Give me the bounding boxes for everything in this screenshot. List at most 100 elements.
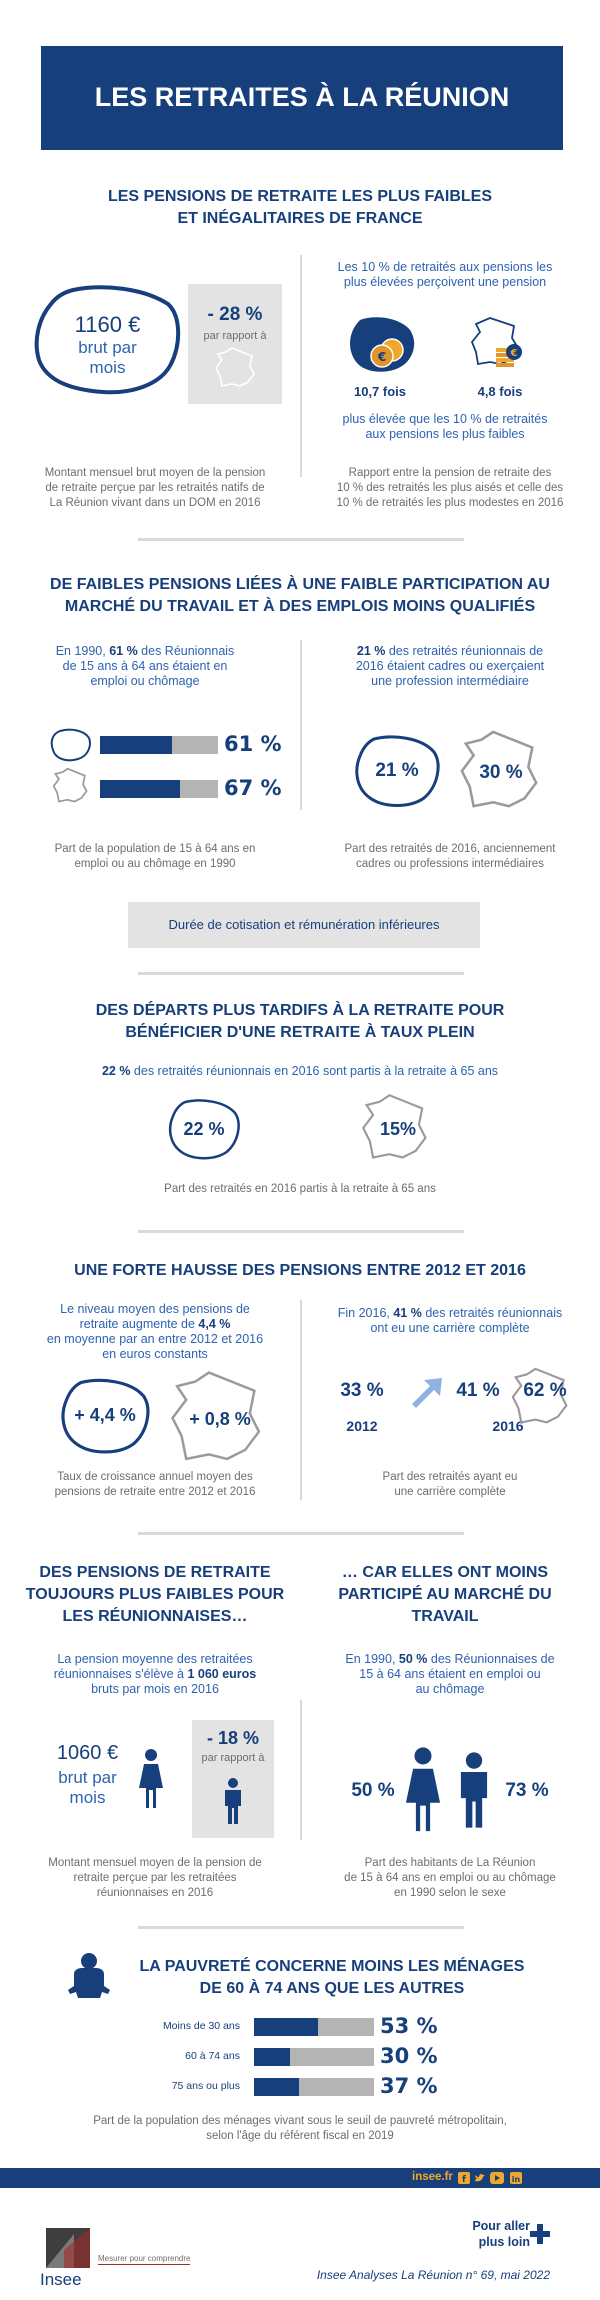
s4-left-intro: Le niveau moyen des pensions de retraite… xyxy=(46,1302,264,1361)
val-2012: 33 % xyxy=(340,1380,384,1401)
section-separator xyxy=(138,972,464,975)
val-2016: 41 % xyxy=(456,1380,500,1401)
year-2012: 2012 xyxy=(346,1418,378,1434)
reunion-map-icon xyxy=(355,735,440,807)
s1-right-after: plus élevée que les 10 % de retraités au… xyxy=(342,412,548,441)
france-map-icon xyxy=(171,1371,261,1461)
reunion-coins-icon: € xyxy=(350,317,415,372)
poverty-bar xyxy=(254,2018,318,2036)
row-value: 30 % xyxy=(380,2044,438,2068)
val-france-carriere: 62 % xyxy=(523,1380,567,1401)
bar-reunion-label: 61 % xyxy=(224,732,282,756)
poverty-row: Moins de 30 ans 53 % xyxy=(0,2014,600,2040)
pct-men-emploi: 73 % xyxy=(505,1780,549,1801)
row-value: 53 % xyxy=(380,2014,438,2038)
ratio-france: 4,8 fois xyxy=(477,384,523,399)
growth-france: + 0,8 % xyxy=(189,1409,251,1429)
poverty-bar xyxy=(254,2078,299,2096)
amount-sub-2: mois xyxy=(89,358,126,377)
woman-icon xyxy=(139,1749,163,1808)
bar-france-1990-rest xyxy=(180,780,218,798)
s6-caption: Part de la population des ménages vivant… xyxy=(93,2115,507,2142)
france-coins-icon: € xyxy=(470,317,522,367)
svg-text:€: € xyxy=(510,348,518,359)
diff-value: - 28 % xyxy=(207,304,263,325)
s1-caption-left: Montant mensuel brut moyen de la pension… xyxy=(44,467,266,509)
france-map-icon xyxy=(362,1094,427,1159)
diff-box: - 28 % par rapport à xyxy=(188,284,282,404)
arrow-up-icon xyxy=(412,1378,442,1408)
svg-text:in: in xyxy=(512,2175,521,2184)
s2-caption-right: Part des retraités de 2016, anciennement… xyxy=(344,843,556,870)
man-icon xyxy=(225,1778,241,1824)
s2-caption-left: Part de la population de 15 à 64 ans en … xyxy=(54,843,256,870)
bar-reunion-1990-rest xyxy=(172,736,218,754)
poverty-bar-rest xyxy=(299,2078,374,2096)
summary-box: Durée de cotisation et rémunération infé… xyxy=(128,902,480,948)
pct-women-emploi: 50 % xyxy=(351,1780,395,1801)
poverty-bar xyxy=(254,2048,290,2066)
year-2016: 2016 xyxy=(492,1418,524,1434)
summary-text: Durée de cotisation et rémunération infé… xyxy=(168,917,440,932)
insee-logo xyxy=(46,2228,90,2268)
svg-text:f: f xyxy=(462,2175,466,2184)
growth-reunion: + 4,4 % xyxy=(74,1405,136,1425)
facebook-icon[interactable]: f xyxy=(458,2172,470,2184)
bar-reunion-1990 xyxy=(100,736,172,754)
poverty-chart: Moins de 30 ans 53 % 60 à 74 ans 30 % 75… xyxy=(0,2014,600,2114)
diff-women-sub: par rapport à xyxy=(201,1752,265,1764)
france-map-icon xyxy=(460,730,538,808)
twitter-icon[interactable] xyxy=(474,2172,486,2184)
plus-icon[interactable] xyxy=(530,2224,550,2244)
poverty-row: 60 à 74 ans 30 % xyxy=(0,2044,600,2070)
s5-caption-left: Montant mensuel moyen de la pension de r… xyxy=(48,1857,262,1899)
page-title: LES RETRAITES À LA RÉUNION xyxy=(94,82,510,112)
divider xyxy=(300,640,302,810)
divider xyxy=(300,255,302,477)
site-link[interactable]: insee.fr xyxy=(412,2171,453,2183)
reunion-map-icon xyxy=(61,1378,150,1454)
amount-value: 1160 € xyxy=(74,312,141,337)
france-map-icon xyxy=(215,347,255,387)
reunion-map-icon xyxy=(34,285,181,395)
amount-women-sub-1: brut par xyxy=(58,1768,117,1787)
pct-france-cadres: 30 % xyxy=(479,762,523,783)
woman-icon xyxy=(405,1747,441,1832)
more-link[interactable]: Pour aller plus loin xyxy=(472,2219,530,2249)
elderly-person-icon xyxy=(68,1953,110,1998)
section-separator xyxy=(138,1926,464,1929)
s4-right-intro: Fin 2016, 41 % des retraités réunionnais… xyxy=(337,1306,563,1335)
s3-caption: Part des retraités en 2016 partis à la r… xyxy=(164,1183,436,1195)
pct-reunion-cadres: 21 % xyxy=(375,760,419,781)
section-5-title-left: DES PENSIONS DE RETRAITE TOUJOURS PLUS F… xyxy=(25,1564,285,1625)
poverty-bar-rest xyxy=(290,2048,374,2066)
footer-band: insee.fr f in xyxy=(0,2168,600,2188)
divider xyxy=(300,1700,302,1840)
s3-intro: 22 % des retraités réunionnais en 2016 s… xyxy=(101,1064,499,1078)
s5-left-intro: La pension moyenne des retraitées réunio… xyxy=(53,1652,257,1696)
france-map-icon xyxy=(511,1367,568,1424)
youtube-icon[interactable] xyxy=(490,2172,504,2184)
divider xyxy=(300,1300,302,1500)
amount-women: 1060 € xyxy=(56,1742,119,1764)
section-separator xyxy=(138,538,464,541)
row-value: 37 % xyxy=(380,2074,438,2098)
pct-france-65: 15% xyxy=(379,1119,417,1139)
man-icon xyxy=(460,1752,488,1828)
header-banner: LES RETRAITES À LA RÉUNION xyxy=(41,46,563,150)
linkedin-icon[interactable]: in xyxy=(510,2172,522,2184)
section-2-title: DE FAIBLES PENSIONS LIÉES À UNE FAIBLE P… xyxy=(50,576,550,615)
section-separator xyxy=(138,1532,464,1535)
amount-women-sub-2: mois xyxy=(69,1788,106,1807)
section-4-title: UNE FORTE HAUSSE DES PENSIONS ENTRE 2012… xyxy=(74,1262,526,1279)
diff-sub: par rapport à xyxy=(203,330,267,342)
section-1-title: LES PENSIONS DE RETRAITE LES PLUS FAIBLE… xyxy=(107,188,493,227)
s1-right-intro: Les 10 % de retraités aux pensions les p… xyxy=(337,260,553,289)
s2-left-intro: En 1990, 61 % des Réunionnais de 15 ans … xyxy=(55,644,235,688)
diff-women: - 18 % xyxy=(206,1728,260,1748)
section-6-title: LA PAUVRETÉ CONCERNE MOINS LES MÉNAGES D… xyxy=(139,1958,525,1997)
section-5-title-right: … CAR ELLES ONT MOINS PARTICIPÉ AU MARCH… xyxy=(338,1564,552,1625)
bar-france-label: 67 % xyxy=(224,776,282,800)
diff-box-women: - 18 % par rapport à xyxy=(192,1720,274,1838)
svg-text:€: € xyxy=(377,350,386,364)
